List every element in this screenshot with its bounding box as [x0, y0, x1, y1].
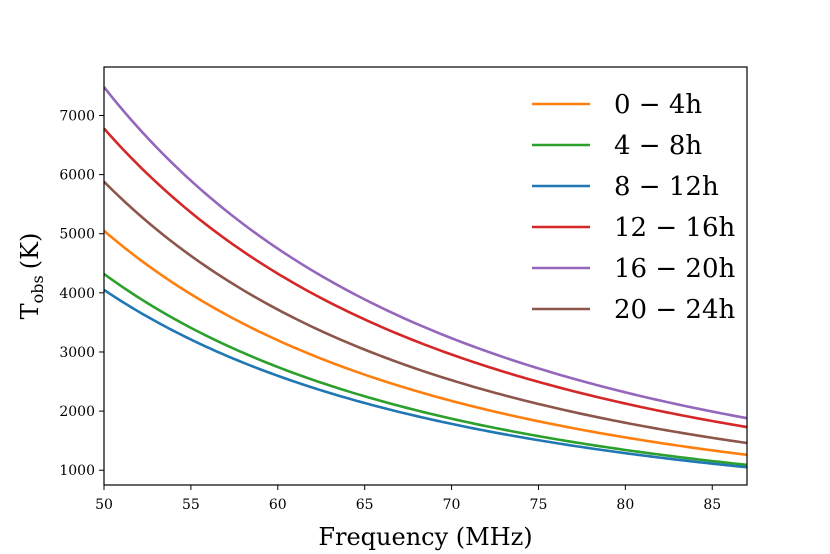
y-tick-label: 7000	[59, 108, 95, 124]
series-line-0	[103, 229, 748, 457]
series-line-4	[102, 86, 748, 420]
x-tick-label: 65	[356, 497, 374, 513]
x-axis: 50 55 60 65 70 75 80 85	[95, 485, 721, 513]
series-line-1	[103, 272, 748, 467]
legend-label-5: 20 − 24h	[614, 295, 735, 325]
series-line-5	[103, 180, 748, 445]
x-tick-label: 80	[616, 497, 634, 513]
legend: 0 − 4h 4 − 8h 8 − 12h 12 − 16h 16 − 20h 20 − …	[532, 90, 735, 325]
series-line-2	[103, 288, 748, 469]
legend-label-3: 12 − 16h	[614, 213, 735, 243]
y-tick-label: 5000	[59, 227, 95, 243]
x-tick-label: 70	[443, 497, 461, 513]
x-tick-label: 50	[95, 497, 113, 513]
legend-label-1: 4 − 8h	[614, 131, 702, 161]
legend-label-0: 0 − 4h	[614, 90, 702, 120]
y-tick-label: 1000	[59, 463, 95, 479]
y-tick-label: 2000	[59, 404, 95, 420]
y-tick-label: 3000	[59, 345, 95, 361]
legend-label-2: 8 − 12h	[614, 172, 719, 202]
x-tick-label: 85	[703, 497, 721, 513]
x-tick-label: 60	[269, 497, 287, 513]
x-tick-label: 75	[530, 497, 548, 513]
x-tick-label: 55	[182, 497, 200, 513]
legend-label-4: 16 − 20h	[614, 254, 735, 284]
series-line-3	[103, 127, 748, 429]
y-axis-label-main: T	[16, 303, 44, 319]
y-axis-label-sub: obs	[28, 275, 47, 303]
series-lines	[102, 86, 748, 469]
y-axis: 1000 2000 3000 4000 5000 6000 7000	[59, 108, 104, 479]
y-axis-label-unit: (K)	[16, 233, 44, 270]
y-axis-label: Tobs (K)	[16, 233, 47, 320]
x-axis-label: Frequency (MHz)	[318, 523, 532, 551]
plot-frame	[103, 66, 748, 486]
y-tick-label: 4000	[59, 286, 95, 302]
y-tick-label: 6000	[59, 168, 95, 184]
